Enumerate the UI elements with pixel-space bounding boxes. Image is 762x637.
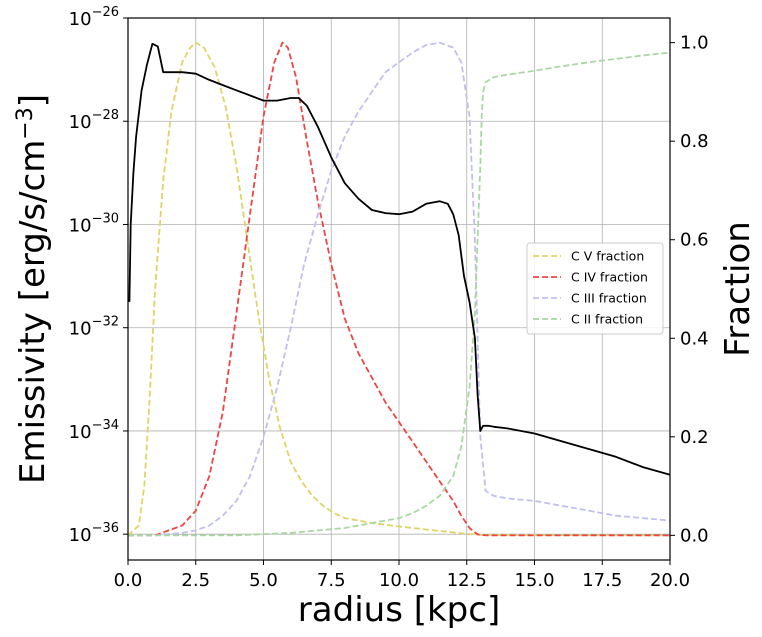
x-tick-label: 2.5 bbox=[181, 570, 210, 591]
series-line-c-iv-fraction bbox=[128, 41, 670, 537]
y-left-tick-base: 10 bbox=[69, 9, 92, 30]
y-left-tick-base: 10 bbox=[69, 422, 92, 443]
y-left-tick-label: 10−32 bbox=[69, 315, 119, 340]
x-tick-label: 10.0 bbox=[379, 570, 419, 591]
y-right-tick-label: 0.6 bbox=[680, 230, 709, 251]
y-axis-left-title-close: ] bbox=[13, 94, 53, 107]
y-right-tick-label: 0.0 bbox=[680, 525, 709, 546]
ticks: 0.0 2.5 5.0 7.5 10.0 12.5 15.0 17.5 20.010−2610−… bbox=[69, 5, 709, 591]
y-axis-left-title: Emissivity [erg/s/cm−3] bbox=[13, 94, 53, 484]
y-left-tick-exponent: −36 bbox=[92, 521, 119, 536]
y-left-tick-base: 10 bbox=[69, 319, 92, 340]
legend-label: C V fraction bbox=[571, 249, 644, 264]
y-left-tick-label: 10−26 bbox=[69, 5, 119, 30]
x-tick-label: 17.5 bbox=[582, 570, 622, 591]
y-right-tick-label: 0.8 bbox=[680, 131, 709, 152]
emissivity-line bbox=[128, 42, 671, 476]
x-tick-label: 15.0 bbox=[514, 570, 554, 591]
x-tick-label: 0.0 bbox=[114, 570, 143, 591]
x-tick-label: 5.0 bbox=[249, 570, 278, 591]
y-left-tick-base: 10 bbox=[69, 215, 92, 236]
y-left-tick-exponent: −30 bbox=[92, 211, 119, 226]
x-tick-label: 7.5 bbox=[317, 570, 346, 591]
y-left-tick-base: 10 bbox=[69, 112, 92, 133]
y-axis-left-title-text: Emissivity [erg/s/cm bbox=[13, 140, 53, 484]
y-right-tick-label: 1.0 bbox=[680, 33, 709, 54]
y-left-tick-base: 10 bbox=[69, 525, 92, 546]
legend-label: C II fraction bbox=[571, 312, 643, 327]
legend-label: C III fraction bbox=[571, 291, 647, 306]
series-line-c-v-fraction bbox=[127, 41, 671, 537]
y-left-tick-label: 10−30 bbox=[69, 211, 119, 236]
y-left-tick-label: 10−36 bbox=[69, 521, 119, 546]
y-right-tick-label: 0.2 bbox=[680, 427, 709, 448]
series-line-c-ii-fraction bbox=[128, 51, 671, 537]
x-tick-label: 20.0 bbox=[650, 570, 690, 591]
y-right-tick-label: 0.4 bbox=[680, 328, 709, 349]
y-left-tick-exponent: −34 bbox=[92, 418, 119, 433]
y-left-tick-exponent: −32 bbox=[92, 315, 119, 330]
y-left-tick-exponent: −26 bbox=[92, 5, 119, 20]
y-left-tick-exponent: −28 bbox=[92, 108, 119, 123]
y-axis-right-title: Fraction bbox=[718, 221, 758, 357]
legend-label: C IV fraction bbox=[571, 270, 648, 285]
y-axis-left-title-exponent: −3 bbox=[13, 107, 38, 139]
legend: C V fraction C IV fraction C III fraction C… bbox=[526, 242, 664, 335]
x-tick-label: 12.5 bbox=[447, 570, 487, 591]
plot-area bbox=[127, 41, 671, 537]
series-line-c-iii-fraction bbox=[128, 41, 671, 537]
y-left-tick-label: 10−28 bbox=[69, 108, 119, 133]
legend-box bbox=[526, 242, 664, 335]
x-axis-title: radius [kpc] bbox=[298, 590, 500, 630]
y-left-tick-label: 10−34 bbox=[69, 418, 119, 443]
